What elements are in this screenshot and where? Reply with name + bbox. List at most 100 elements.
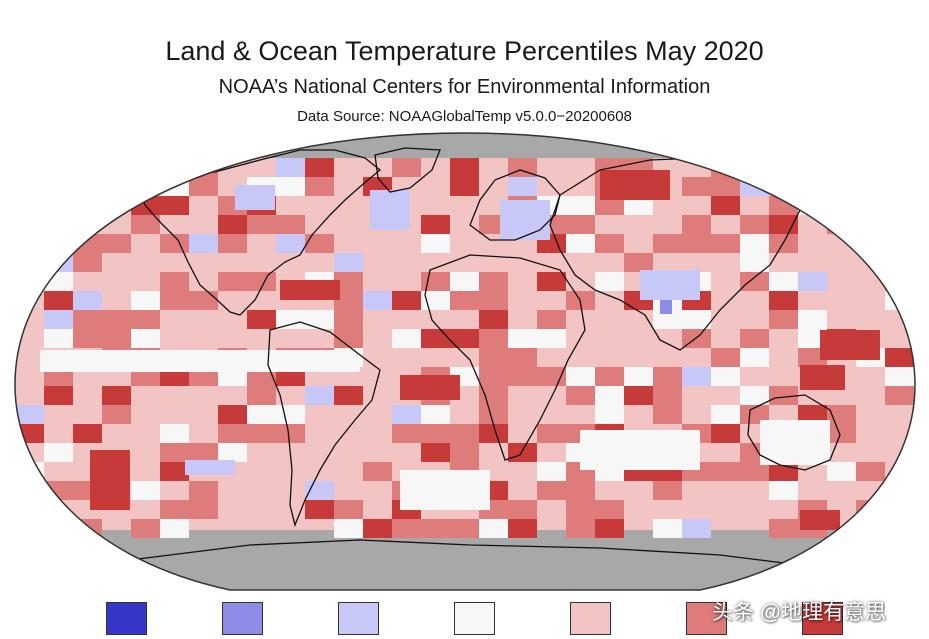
legend-swatch-much-warmer (686, 602, 727, 635)
temperature-cell (44, 234, 73, 253)
temperature-cell (131, 215, 160, 234)
temperature-cell (247, 310, 276, 329)
temperature-cell (450, 291, 479, 310)
temperature-cell (914, 158, 915, 177)
temperature-cell (595, 405, 624, 424)
temperature-cell (769, 519, 798, 538)
equatorial-pacific-near-average (40, 350, 160, 372)
temperature-cell (218, 424, 247, 443)
temperature-cell (276, 310, 305, 329)
temperature-cell (450, 329, 479, 348)
temperature-cell (102, 234, 131, 253)
temperature-cell (131, 291, 160, 310)
temperature-cell (711, 405, 740, 424)
temperature-cell (73, 158, 102, 177)
temperature-cell (566, 215, 595, 234)
temperature-cell (595, 500, 624, 519)
temperature-cell (682, 177, 711, 196)
south-pacific-cooler (185, 460, 235, 475)
temperature-cell (856, 519, 885, 538)
temperature-cell (914, 272, 915, 291)
temperature-cell (218, 215, 247, 234)
temperature-cell (305, 500, 334, 519)
temperature-cell (421, 215, 450, 234)
temperature-cell (189, 291, 218, 310)
temperature-cell (247, 424, 276, 443)
temperature-cell (247, 272, 276, 291)
south-asia-cooler (640, 270, 700, 300)
temperature-cell (711, 462, 740, 481)
temperature-cell (189, 481, 218, 500)
temperature-cell (856, 462, 885, 481)
temperature-cell (479, 367, 508, 386)
temperature-cell (566, 196, 595, 215)
greenland-outline (374, 147, 441, 193)
temperature-cell (392, 405, 421, 424)
temperature-cell (421, 405, 450, 424)
temperature-cell (740, 348, 769, 367)
temperature-cell (885, 367, 914, 386)
temperature-cell (653, 481, 682, 500)
temperature-cell (160, 291, 189, 310)
temperature-cell (247, 386, 276, 405)
temperature-cell (44, 443, 73, 462)
temperature-cell (740, 386, 769, 405)
atlantic-record-warm (400, 375, 460, 400)
temperature-cell (392, 158, 421, 177)
west-pacific-record-warm (820, 330, 880, 360)
greenland-cooler (370, 190, 410, 230)
temperature-cell (305, 386, 334, 405)
temperature-cell (450, 443, 479, 462)
temperature-cell (102, 386, 131, 405)
africa-outline (424, 254, 586, 461)
map-subtitle: NOAA’s National Centers for Environmenta… (218, 76, 711, 98)
temperature-cell (102, 177, 131, 196)
temperature-cell (160, 443, 189, 462)
south-atlantic-near-average (400, 470, 490, 510)
temperature-cell (479, 291, 508, 310)
temperature-cell (73, 329, 102, 348)
temperature-cell (479, 348, 508, 367)
temperature-cell (73, 310, 102, 329)
temperature-cell (595, 196, 624, 215)
temperature-cell (566, 481, 595, 500)
temperature-cell (131, 481, 160, 500)
temperature-cell (885, 386, 914, 405)
temperature-cell (73, 253, 102, 272)
temperature-cell (450, 158, 479, 177)
temperature-cell (131, 310, 160, 329)
temperature-cell (537, 329, 566, 348)
temperature-cell (769, 196, 798, 215)
map-grid-cells (15, 133, 915, 590)
temperature-cell (479, 424, 508, 443)
temperature-cell (305, 177, 334, 196)
india-much-cooler (660, 300, 672, 314)
temperature-cell (914, 462, 915, 481)
temperature-cell (740, 215, 769, 234)
temperature-cell (450, 424, 479, 443)
temperature-cell (160, 500, 189, 519)
temperature-cell (450, 272, 479, 291)
indian-ocean-near-average (580, 430, 700, 470)
temperature-cell (102, 310, 131, 329)
temperature-cell (740, 272, 769, 291)
temperature-cell (682, 215, 711, 234)
temperature-cell (44, 291, 73, 310)
temperature-cell (508, 348, 537, 367)
temperature-cell (334, 291, 363, 310)
temperature-cell (189, 500, 218, 519)
temperature-cell (508, 443, 537, 462)
temperature-cell (653, 367, 682, 386)
temperature-cell (595, 367, 624, 386)
temperature-cell (653, 234, 682, 253)
temperature-cell (44, 386, 73, 405)
temperature-cell (479, 310, 508, 329)
temperature-cell (914, 405, 915, 424)
temperature-cell (363, 519, 392, 538)
australia-outline (747, 394, 841, 471)
temperature-cell (914, 329, 915, 348)
temperature-cell (682, 234, 711, 253)
arctic-no-data (15, 133, 915, 158)
temperature-cell (624, 367, 653, 386)
